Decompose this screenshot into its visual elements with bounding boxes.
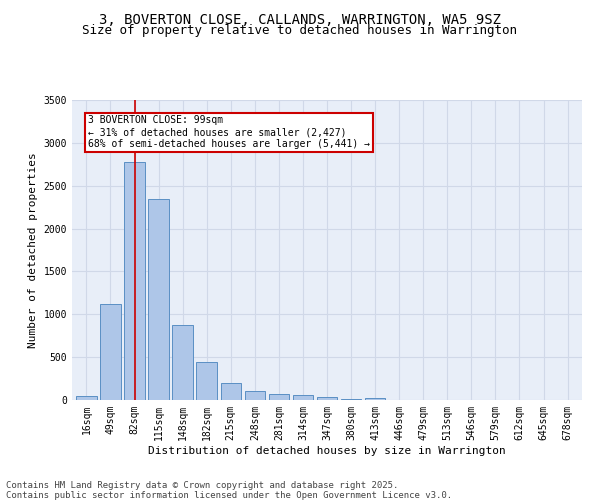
X-axis label: Distribution of detached houses by size in Warrington: Distribution of detached houses by size … xyxy=(148,446,506,456)
Bar xyxy=(124,162,145,400)
Bar xyxy=(365,398,385,400)
Text: Size of property relative to detached houses in Warrington: Size of property relative to detached ho… xyxy=(83,24,517,37)
Bar xyxy=(293,396,313,400)
Bar xyxy=(76,396,97,400)
Bar xyxy=(196,362,217,400)
Bar xyxy=(317,397,337,400)
Text: Contains HM Land Registry data © Crown copyright and database right 2025.: Contains HM Land Registry data © Crown c… xyxy=(6,481,398,490)
Bar xyxy=(245,390,265,400)
Text: 3, BOVERTON CLOSE, CALLANDS, WARRINGTON, WA5 9SZ: 3, BOVERTON CLOSE, CALLANDS, WARRINGTON,… xyxy=(99,12,501,26)
Bar xyxy=(269,394,289,400)
Bar xyxy=(221,383,241,400)
Bar xyxy=(148,200,169,400)
Bar xyxy=(172,324,193,400)
Bar xyxy=(100,304,121,400)
Bar xyxy=(341,398,361,400)
Text: 3 BOVERTON CLOSE: 99sqm
← 31% of detached houses are smaller (2,427)
68% of semi: 3 BOVERTON CLOSE: 99sqm ← 31% of detache… xyxy=(88,116,370,148)
Y-axis label: Number of detached properties: Number of detached properties xyxy=(28,152,38,348)
Text: Contains public sector information licensed under the Open Government Licence v3: Contains public sector information licen… xyxy=(6,491,452,500)
